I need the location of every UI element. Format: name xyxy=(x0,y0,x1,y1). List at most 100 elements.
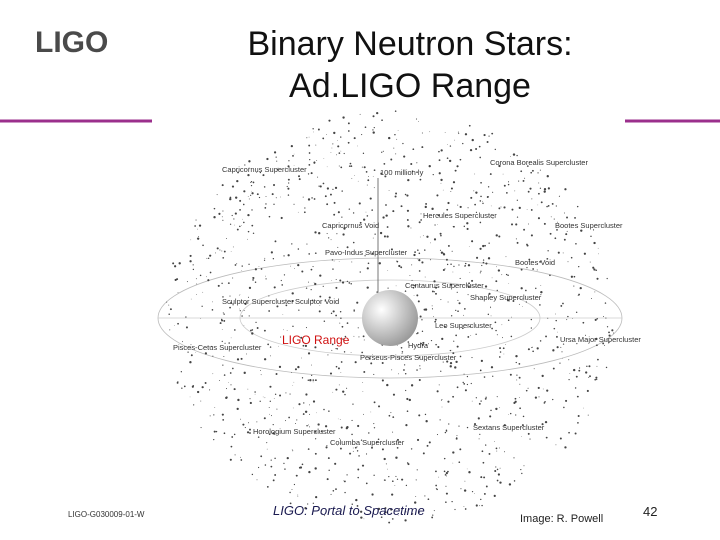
star-dot xyxy=(454,139,455,141)
star-dot xyxy=(413,295,415,296)
star-dot xyxy=(437,224,438,225)
star-dot xyxy=(307,352,311,355)
star-dot xyxy=(576,395,579,398)
star-dot xyxy=(411,264,413,266)
star-dot xyxy=(462,381,464,384)
star-dot xyxy=(515,223,518,226)
star-dot xyxy=(322,182,325,185)
star-dot xyxy=(594,291,596,293)
star-dot xyxy=(499,347,501,350)
star-dot xyxy=(383,162,386,165)
star-dot xyxy=(383,235,386,238)
star-dot xyxy=(570,256,573,259)
star-dot xyxy=(401,353,403,355)
star-dot xyxy=(351,503,353,505)
star-dot xyxy=(418,511,420,514)
star-dot xyxy=(518,180,520,182)
star-dot xyxy=(510,156,511,158)
star-dot xyxy=(252,232,255,235)
star-dot xyxy=(499,467,501,469)
star-dot xyxy=(230,384,232,386)
star-dot xyxy=(447,244,450,247)
star-dot xyxy=(297,365,300,369)
star-dot xyxy=(216,247,219,250)
star-dot xyxy=(515,354,518,358)
star-dot xyxy=(597,358,599,361)
star-dot xyxy=(459,158,462,161)
star-dot xyxy=(363,518,365,520)
star-dot xyxy=(385,463,387,465)
star-dot xyxy=(467,285,470,288)
star-dot xyxy=(387,287,389,289)
star-dot xyxy=(320,430,323,433)
star-dot xyxy=(487,257,491,260)
star-field xyxy=(166,110,615,524)
star-dot xyxy=(222,256,225,259)
star-dot xyxy=(280,336,282,338)
star-dot xyxy=(429,131,431,133)
star-dot xyxy=(194,225,196,227)
star-dot xyxy=(298,175,300,177)
star-dot xyxy=(495,447,498,450)
star-dot xyxy=(523,465,525,467)
star-dot xyxy=(277,167,279,169)
star-dot xyxy=(471,356,473,359)
star-dot xyxy=(561,351,563,353)
star-dot xyxy=(578,293,581,296)
star-dot xyxy=(275,156,277,158)
star-dot xyxy=(559,362,561,364)
star-dot xyxy=(504,451,506,453)
star-dot xyxy=(520,287,523,290)
star-dot xyxy=(281,284,284,286)
star-dot xyxy=(449,349,452,352)
star-dot xyxy=(424,249,426,251)
star-dot xyxy=(500,206,502,208)
star-dot xyxy=(230,337,232,339)
star-dot xyxy=(454,366,457,369)
star-dot xyxy=(376,291,378,293)
star-dot xyxy=(263,186,266,188)
star-dot xyxy=(522,415,525,418)
star-dot xyxy=(488,135,490,137)
star-dot xyxy=(589,375,591,378)
star-dot xyxy=(173,325,175,326)
star-dot xyxy=(254,268,258,271)
star-dot xyxy=(507,181,510,183)
star-dot xyxy=(611,329,614,332)
star-dot xyxy=(594,318,597,321)
star-dot xyxy=(479,200,482,202)
star-dot xyxy=(569,373,571,374)
star-dot xyxy=(416,369,418,371)
star-dot xyxy=(432,514,434,516)
star-dot xyxy=(478,145,481,148)
star-dot xyxy=(442,361,444,363)
star-dot xyxy=(441,398,443,400)
region-label: Sextans Supercluster xyxy=(473,423,545,432)
star-dot xyxy=(222,296,224,298)
star-dot xyxy=(263,358,267,361)
star-dot xyxy=(575,311,578,314)
star-dot xyxy=(326,203,329,206)
region-label: Horologium Supercluster xyxy=(253,427,336,436)
star-dot xyxy=(357,180,359,182)
star-dot xyxy=(497,269,501,272)
star-dot xyxy=(385,204,387,206)
star-dot xyxy=(503,353,505,355)
star-dot xyxy=(459,448,462,451)
star-dot xyxy=(488,242,490,244)
star-dot xyxy=(223,356,225,358)
star-dot xyxy=(541,423,544,426)
star-dot xyxy=(351,261,353,263)
star-dot xyxy=(613,332,615,334)
star-dot xyxy=(268,406,270,408)
star-dot xyxy=(417,249,419,251)
star-dot xyxy=(424,205,427,209)
star-dot xyxy=(181,387,183,389)
star-dot xyxy=(394,485,396,486)
star-dot xyxy=(338,261,340,262)
star-dot xyxy=(456,345,459,348)
star-dot xyxy=(283,255,285,257)
star-dot xyxy=(438,384,440,386)
star-dot xyxy=(417,258,419,260)
